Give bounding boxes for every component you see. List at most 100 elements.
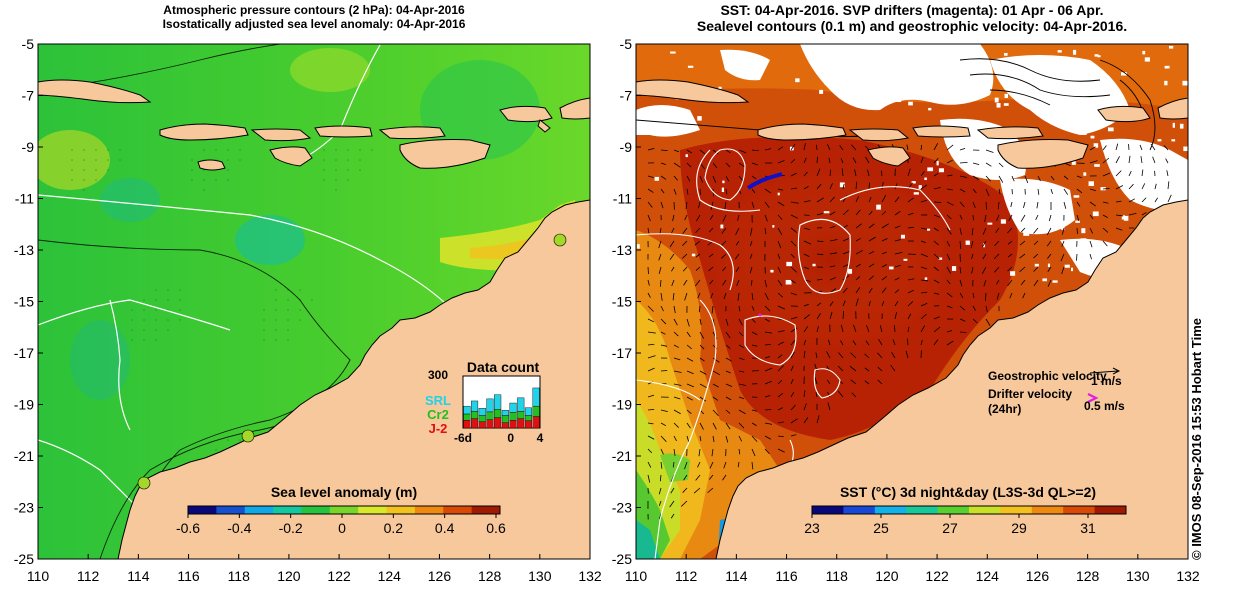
lat-tick-label: -21: [612, 448, 632, 464]
data-count-bar: [486, 398, 494, 413]
colorbar-swatch: [1031, 506, 1064, 514]
lon-tick-label: 128: [1076, 568, 1100, 584]
data-count-bar: [524, 420, 532, 429]
data-count-bar: [532, 416, 540, 429]
colorbar-swatch: [843, 506, 876, 514]
sst-colorbar-label: SST (°C) 3d night&day (L3S-3d QL>=2): [840, 484, 1096, 500]
colorbar-swatch: [443, 506, 473, 514]
tide-gauge-markers: [137, 233, 567, 490]
colorbar-swatch: [386, 506, 416, 514]
colorbar-tick-label: 25: [873, 520, 889, 536]
left-dot-contours: [71, 149, 373, 451]
lon-tick-label: 116: [775, 568, 798, 584]
lat-tick-label: -25: [612, 551, 632, 567]
right-title-line2: Sealevel contours (0.1 m) and geostrophi…: [696, 18, 1128, 34]
data-count-bar: [517, 418, 525, 429]
lon-tick-label: 116: [177, 568, 200, 584]
data-count-legend-cr2: Cr2: [427, 407, 449, 422]
sla-colorbar-label: Sea level anomaly (m): [271, 484, 417, 500]
drifter-velocity-label: Drifter velocity: [988, 387, 1072, 401]
lat-tick-label: -5: [22, 36, 35, 52]
right-panel-title: SST: 04-Apr-2016. SVP drifters (magenta)…: [636, 2, 1188, 34]
data-count-xtick: -6d: [454, 431, 472, 445]
drifter-velocity-scale: 0.5 m/s: [1084, 399, 1125, 413]
lon-tick-label: 124: [378, 568, 402, 584]
colorbar-swatch: [301, 506, 331, 514]
lon-tick-label: 120: [277, 568, 301, 584]
colorbar-swatch: [273, 506, 302, 514]
sst-colorbar: 23 25 27 29 31: [804, 505, 1127, 536]
lat-tick-label: -19: [14, 397, 34, 413]
colorbar-swatch: [329, 506, 359, 514]
lat-tick-label: -7: [22, 88, 35, 104]
data-count-bar: [501, 415, 509, 423]
colorbar-swatch: [244, 506, 274, 514]
lon-tick-label: 112: [675, 568, 698, 584]
data-count-bar: [501, 422, 509, 429]
data-count-legend-j-2: J-2: [429, 421, 448, 436]
colorbar-swatch: [812, 506, 844, 514]
lon-tick-label: 122: [925, 568, 949, 584]
indonesia-islands-right: [636, 79, 1188, 169]
data-count-bar: [478, 408, 486, 416]
drifter-velocity-period: (24hr): [988, 402, 1021, 416]
right-map-sst: [636, 44, 1188, 559]
data-count-xtick: 4: [537, 431, 544, 445]
lat-tick-label: -5: [620, 36, 633, 52]
map-axes: 110 112 114 116 118 120 122 124 126 128 130 132 -5 -7…: [14, 36, 1200, 584]
data-count-bar: [486, 411, 494, 420]
data-count-bar: [517, 411, 525, 419]
data-count-bar: [509, 412, 517, 421]
lon-tick-label: 118: [826, 568, 849, 584]
lat-tick-label: -15: [612, 294, 632, 310]
data-count-bar: [471, 400, 479, 412]
colorbar-swatch: [1063, 506, 1096, 514]
data-count-bar: [471, 418, 479, 429]
data-count-bar: [478, 421, 486, 429]
right-title-line1: SST: 04-Apr-2016. SVP drifters (magenta)…: [720, 2, 1104, 18]
lat-tick-label: -23: [14, 500, 34, 516]
data-count-bar: [509, 420, 517, 429]
geostrophic-velocity-scale: 1 m/s: [1091, 374, 1122, 388]
data-count-bar: [463, 420, 471, 429]
colorbar-swatch: [1000, 506, 1033, 514]
data-count-bar: [494, 394, 502, 410]
lon-tick-label: 110: [27, 568, 50, 584]
lon-tick-label: 114: [127, 568, 150, 584]
data-count-bar: [486, 419, 494, 429]
colorbar-swatch: [414, 506, 444, 514]
data-count-bar: [494, 417, 502, 429]
data-count-bar: [524, 407, 532, 416]
lon-tick-label: 132: [578, 568, 602, 584]
data-count-bar: [463, 413, 471, 421]
colorbar-tick-label: 0.4: [435, 520, 455, 536]
indonesia-islands-left: [38, 79, 590, 171]
left-title-line1: Atmospheric pressure contours (2 hPa): 0…: [163, 3, 465, 17]
data-count-bar: [463, 405, 471, 415]
lon-tick-label: 120: [875, 568, 899, 584]
colorbar-swatch: [969, 506, 1001, 514]
colorbar-swatch: [1094, 506, 1127, 514]
colorbar-tick-label: -0.2: [279, 520, 303, 536]
lat-tick-label: -15: [14, 294, 34, 310]
left-map-sea-level-anomaly: [38, 44, 590, 559]
geostrophic-velocity-vectors: [647, 142, 1172, 520]
colorbar-tick-label: -0.6: [176, 520, 200, 536]
colorbar-tick-label: 27: [942, 520, 958, 536]
data-count-bar: [517, 397, 525, 412]
data-count-bar: [478, 415, 486, 422]
lat-tick-label: -19: [612, 397, 632, 413]
colorbar-tick-label: -0.4: [227, 520, 251, 536]
lat-tick-label: -7: [620, 88, 633, 104]
colorbar-swatch: [874, 506, 907, 514]
lat-tick-label: -11: [15, 191, 34, 207]
lon-tick-label: 128: [478, 568, 502, 584]
data-count-bar: [494, 409, 502, 418]
lat-tick-label: -23: [612, 500, 632, 516]
data-count-title: Data count: [467, 359, 540, 375]
data-count-bar: [532, 405, 540, 417]
data-count-bar: [524, 415, 532, 421]
colorbar-tick-label: 29: [1011, 520, 1027, 536]
lon-tick-label: 126: [428, 568, 452, 584]
